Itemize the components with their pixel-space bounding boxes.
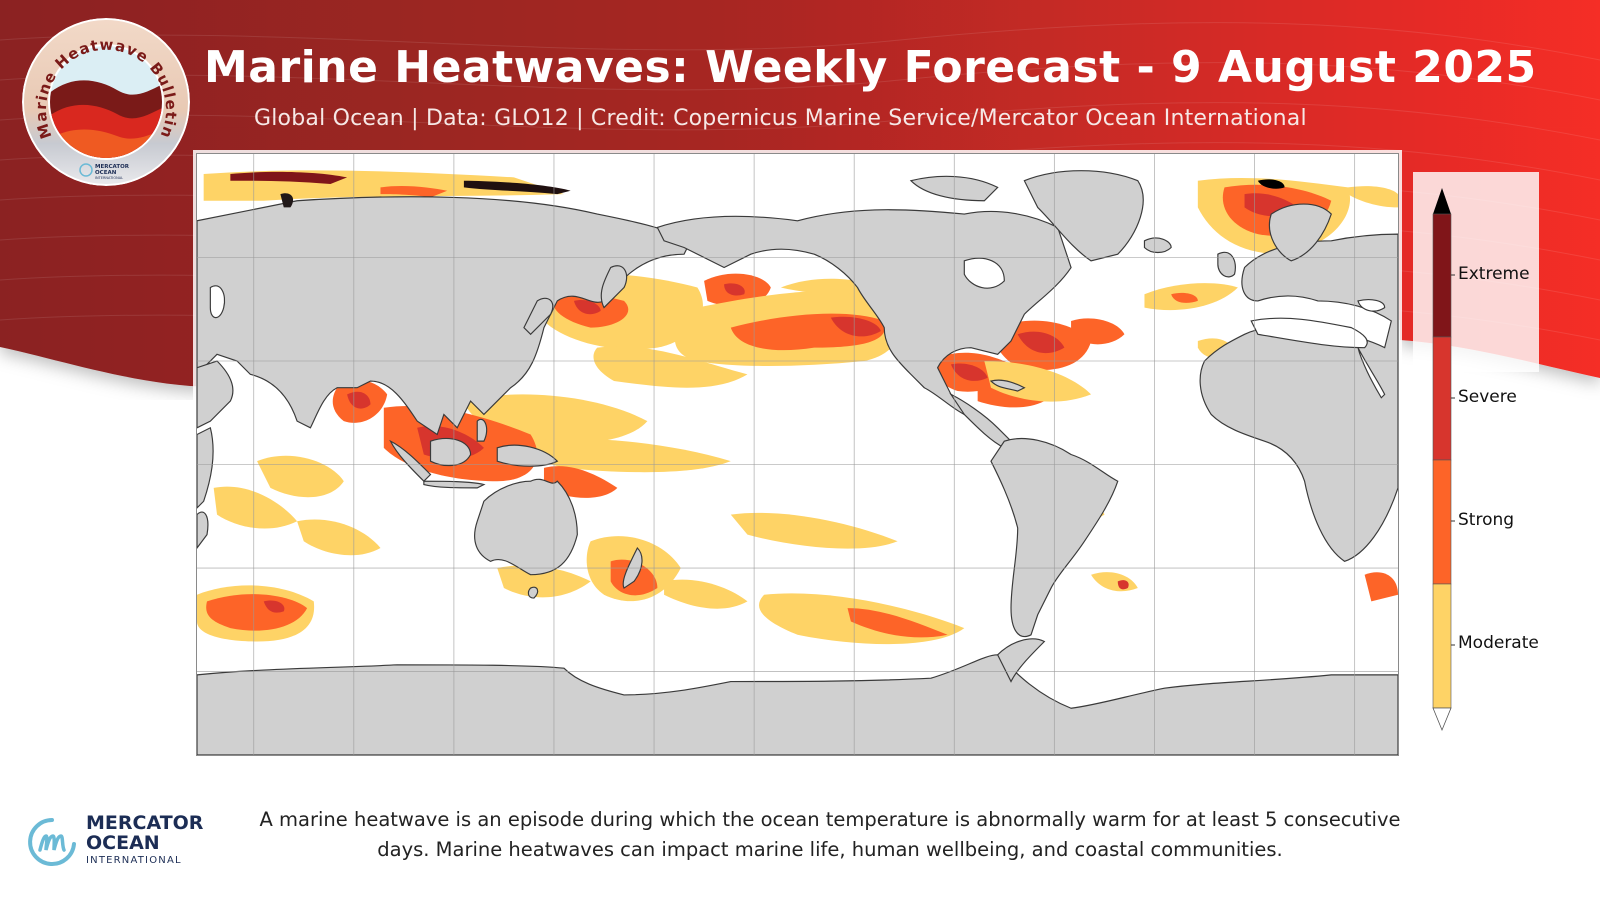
colorbar-severe bbox=[1432, 336, 1452, 461]
arctic-coast-accent bbox=[280, 193, 294, 208]
land-masses bbox=[197, 170, 1398, 755]
colorbar-label-moderate: Moderate bbox=[1458, 633, 1539, 653]
colorbar-strong bbox=[1432, 459, 1452, 585]
page-title: Marine Heatwaves: Weekly Forecast - 9 Au… bbox=[204, 42, 1537, 93]
colorbar-over-arrow bbox=[1433, 188, 1451, 214]
heatwave-map bbox=[196, 153, 1399, 756]
badge-org-line2: OCEAN bbox=[95, 170, 117, 176]
colorbar-label-strong: Strong bbox=[1458, 510, 1515, 530]
mercator-ocean-logo: MERCATOR OCEAN INTERNATIONAL bbox=[26, 812, 216, 872]
footer-logo-line2: OCEAN bbox=[86, 832, 160, 854]
m-circle-icon bbox=[28, 818, 76, 866]
page-subtitle: Global Ocean | Data: GLO12 | Credit: Cop… bbox=[254, 106, 1307, 131]
badge-org-line1: MERCATOR bbox=[95, 164, 130, 170]
mercator-mini-icon bbox=[79, 163, 93, 177]
colorbar-moderate bbox=[1432, 583, 1452, 709]
badge-org-line3: INTERNATIONAL bbox=[95, 176, 123, 180]
footer-logo-line1: MERCATOR bbox=[86, 812, 204, 834]
colorbar-under-arrow bbox=[1432, 707, 1452, 732]
definition-line-1: A marine heatwave is an episode during w… bbox=[259, 808, 1401, 831]
colorbar-extreme bbox=[1432, 213, 1452, 338]
definition-line-2: days. Marine heatwaves can impact marine… bbox=[377, 838, 1283, 861]
marine-heatwave-bulletin-badge: Marine Heatwave Bulletin MERCATOR OCEAN … bbox=[22, 18, 190, 186]
colorbar-legend: Extreme Severe Strong Moderate bbox=[1413, 172, 1539, 732]
colorbar-label-extreme: Extreme bbox=[1458, 264, 1530, 284]
marine-heatwave-definition: A marine heatwave is an episode during w… bbox=[230, 805, 1430, 865]
footer-logo-line3: INTERNATIONAL bbox=[86, 855, 182, 866]
graticule bbox=[197, 154, 1398, 755]
colorbar-label-severe: Severe bbox=[1458, 387, 1517, 407]
